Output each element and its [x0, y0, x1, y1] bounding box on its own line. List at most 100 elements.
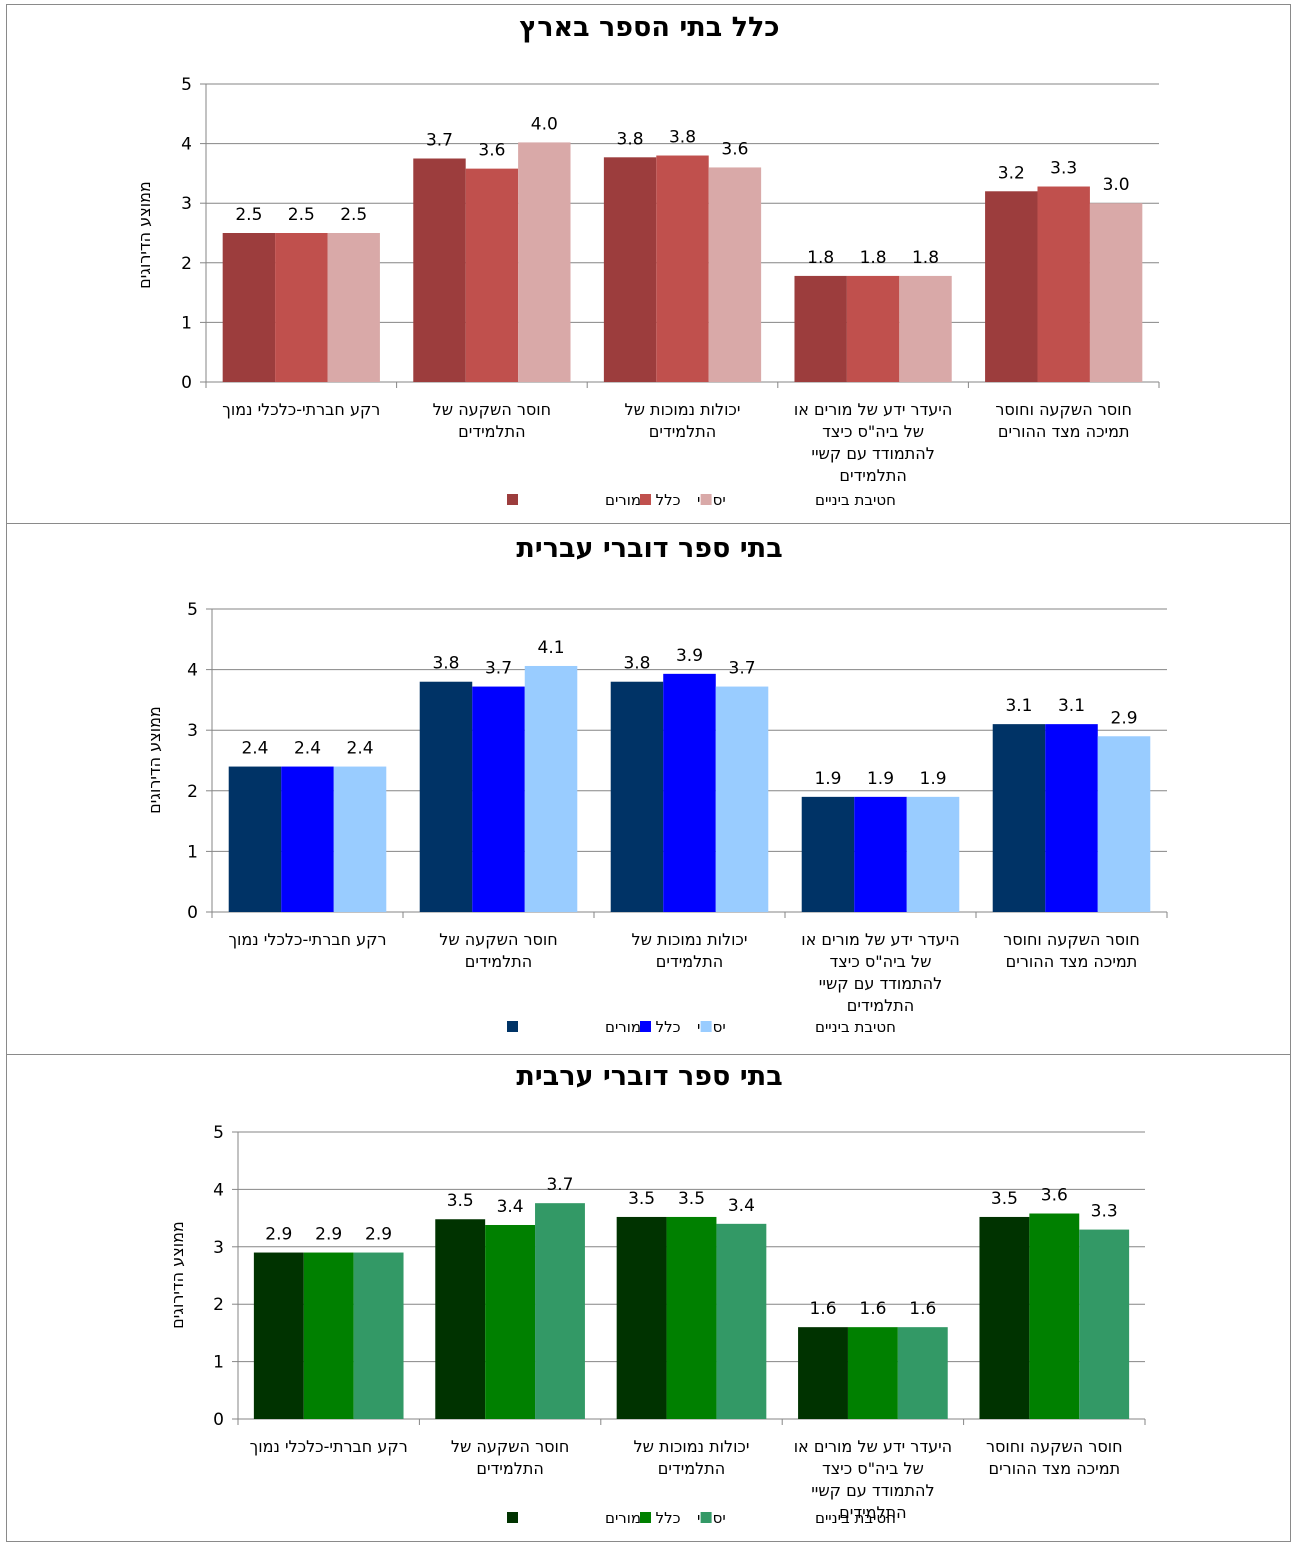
bar [846, 275, 900, 382]
bar-value-label: 2.9 [315, 1225, 342, 1245]
y-tick-label: 2 [181, 254, 192, 274]
category-label: יכולות נמוכות של [632, 930, 748, 949]
bar-value-label: 3.5 [991, 1189, 1018, 1209]
bar [616, 1216, 667, 1419]
bar [897, 1327, 948, 1419]
bar-value-label: 4.1 [538, 638, 565, 658]
bar [663, 673, 716, 912]
bar-value-label: 2.9 [365, 1225, 392, 1245]
legend-swatch [700, 1512, 712, 1523]
bar [303, 1252, 354, 1419]
bar [794, 275, 847, 382]
category-label: להתמודד עם קשיי [811, 1481, 934, 1500]
bar-value-label: 3.7 [729, 659, 756, 679]
bar [603, 157, 657, 382]
category-label: רקע חברתי-כלכלי נמוך [250, 1437, 408, 1456]
bar-value-label: 3.5 [678, 1189, 705, 1209]
bar [610, 681, 664, 912]
bar [1079, 1229, 1130, 1419]
chart-panel-hebrew-schools: בתי ספר דוברי עברית 0 1 2 3 4 5 ממוצע הדירוגים 2… [6, 523, 1291, 1055]
bar-value-label: 3.8 [617, 129, 644, 149]
y-tick-label: 1 [181, 313, 192, 333]
bar [708, 167, 762, 382]
category-label: להתמודד עם קשיי [811, 444, 934, 463]
bar-value-label: 2.4 [241, 739, 268, 759]
category-label: של ביה"ס כיצד [830, 952, 932, 971]
bar-value-label: 3.8 [432, 654, 459, 674]
bar [666, 1216, 717, 1419]
bar [281, 766, 334, 912]
bar [798, 1327, 848, 1419]
chart-title: כלל בתי הספר בארץ [519, 12, 779, 43]
chart-title: בתי ספר דוברי עברית [516, 533, 782, 564]
bar [222, 233, 276, 382]
category-label: התלמידים [649, 422, 716, 441]
bar [518, 142, 571, 382]
category-label: התלמידים [658, 1459, 725, 1478]
chart-svg-hebrew-schools: בתי ספר דוברי עברית 0 1 2 3 4 5 ממוצע הדירוגים 2… [145, 533, 1168, 1036]
bar-value-label: 3.1 [1058, 696, 1085, 716]
legend-swatch [700, 494, 712, 505]
bar-value-label: 3.9 [676, 646, 703, 666]
y-tick-label: 3 [181, 194, 192, 214]
y-tick-label: 0 [187, 903, 198, 923]
bar-value-label: 2.5 [288, 205, 315, 225]
bar [472, 686, 525, 912]
bar-value-label: 3.4 [497, 1197, 524, 1217]
category-label: של ביה"ס כיצד [822, 422, 924, 441]
legend-label: חטיבת ביניים [815, 1509, 896, 1527]
bar [524, 665, 578, 912]
bar-value-label: 3.3 [1050, 159, 1077, 179]
category-label: חוסר השקעה של [439, 930, 557, 949]
bar-value-label: 3.7 [485, 659, 512, 679]
category-label: חוסר השקעה של [433, 400, 551, 419]
y-tick-label: 1 [213, 1353, 224, 1373]
bar-value-label: 1.9 [920, 769, 947, 789]
bar [979, 1216, 1030, 1419]
y-tick-label: 4 [213, 1180, 224, 1200]
legend-swatch [507, 1512, 518, 1523]
y-tick-label: 1 [187, 842, 198, 862]
chart-svg-all-schools: כלל בתי הספר בארץ 0 1 2 3 4 5 ממוצע הדירוגים 2.5… [135, 12, 1160, 509]
bar [716, 1223, 767, 1419]
category-label: להתמודד עם קשיי [819, 974, 942, 993]
bar [228, 766, 282, 912]
legend-swatch [507, 494, 518, 505]
y-tick-label: 0 [213, 1410, 224, 1430]
y-tick-label: 2 [213, 1295, 224, 1315]
category-label: יכולות נמוכות של [634, 1437, 750, 1456]
bar [485, 1224, 536, 1419]
bar [413, 158, 466, 382]
legend-swatch [640, 1021, 651, 1032]
bar [465, 168, 519, 382]
bar-value-label: 3.3 [1091, 1202, 1118, 1222]
category-label: התלמידים [476, 1459, 543, 1478]
bar [854, 796, 907, 912]
bar-value-label: 1.8 [807, 248, 834, 268]
category-label: של ביה"ס כיצד [822, 1459, 924, 1478]
bar-value-label: 1.8 [860, 248, 887, 268]
chart-panel-arabic-schools: בתי ספר דוברי ערבית 0 1 2 3 4 5 ממוצע הדירוגים 2… [6, 1054, 1291, 1542]
bar [1037, 186, 1090, 382]
bar [535, 1203, 585, 1419]
category-label: חוסר השקעה של [451, 1437, 569, 1456]
category-label: רקע חברתי-כלכלי נמוך [228, 930, 386, 949]
y-axis-label: ממוצע הדירוגים [168, 1221, 187, 1329]
bar [327, 233, 380, 382]
bar-value-label: 4.0 [531, 114, 558, 134]
bar-value-label: 3.7 [426, 131, 453, 151]
bar-value-label: 1.6 [859, 1299, 886, 1319]
category-label: היעדר ידע של מורים או [801, 930, 959, 949]
bar-value-label: 2.5 [340, 205, 367, 225]
bar [353, 1252, 404, 1419]
chart-svg-arabic-schools: בתי ספר דוברי ערבית 0 1 2 3 4 5 ממוצע הדירוגים 2… [168, 1061, 1146, 1527]
y-axis-label: ממוצע הדירוגים [145, 706, 164, 814]
category-label: התלמידים [465, 952, 532, 971]
bar [906, 796, 960, 912]
category-label: תמיכה מצד ההורים [988, 1459, 1120, 1478]
category-label: היעדר ידע של מורים או [794, 400, 952, 419]
category-label: היעדר ידע של מורים או [794, 1437, 952, 1456]
bar [419, 681, 473, 912]
bar-value-label: 1.6 [909, 1299, 936, 1319]
category-label: חוסר השקעה וחוסר [1003, 930, 1140, 949]
